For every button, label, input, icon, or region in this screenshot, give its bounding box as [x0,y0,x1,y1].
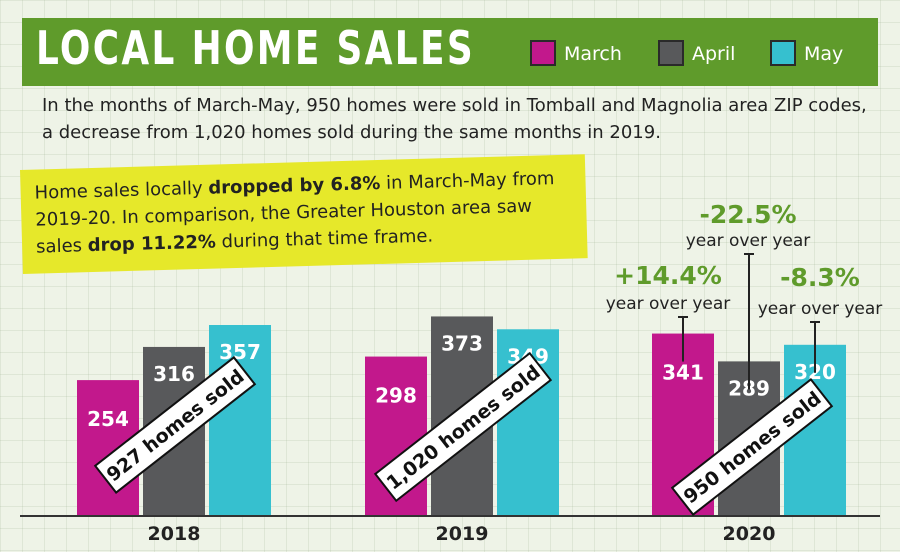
change-caption-april: year over year [686,231,811,251]
bar-label-march-2020: 341 [662,361,704,385]
change-value-april: -22.5% [699,200,796,229]
legend-swatch-may [770,40,796,66]
legend-label-march: March [564,43,622,65]
total-sticker-box-2019 [373,351,553,503]
bar-label-april-2019: 373 [441,331,483,355]
legend-label-april: April [692,43,736,65]
intro-text: In the months of March-May, 950 homes we… [42,95,867,143]
x-tick-label-2018: 2018 [148,523,201,545]
bar-label-march-2019: 298 [375,384,417,408]
page-title: LOCAL HOME SALES [36,21,476,75]
legend-swatch-march [530,40,556,66]
total-sticker-box-2020 [670,378,834,516]
legend-label-may: May [804,43,844,65]
x-tick-label-2019: 2019 [436,523,489,545]
bar-label-march-2018: 254 [87,407,129,431]
change-caption-march: year over year [606,294,731,314]
bar-label-april-2018: 316 [153,362,195,386]
bar-label-may-2018: 357 [219,340,261,364]
change-caption-may: year over year [758,299,883,319]
x-tick-label-2020: 2020 [723,523,776,545]
change-value-may: -8.3% [780,263,860,292]
total-sticker-box-2018 [93,356,257,494]
title-banner [22,18,878,86]
legend-swatch-april [658,40,684,66]
change-value-march: +14.4% [614,261,722,290]
bar-may-2018 [209,325,271,516]
